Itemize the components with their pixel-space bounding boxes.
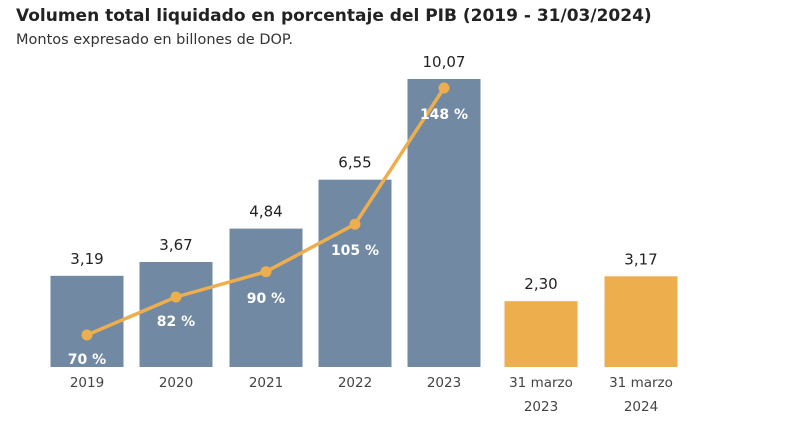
value-label-1: 3,67	[159, 236, 192, 254]
percent-label-3: 105 %	[331, 243, 379, 259]
chart-subtitle: Montos expresado en billones de DOP.	[16, 32, 293, 48]
percent-label-0: 70 %	[68, 352, 106, 368]
percent-point-0	[81, 329, 93, 341]
category-label-4: 2023	[427, 375, 461, 391]
category-label-6-line-1: 2024	[624, 399, 658, 415]
category-label-5-line-1: 2023	[524, 399, 558, 415]
value-label-4: 10,07	[423, 53, 466, 71]
category-label-3: 2022	[338, 375, 372, 391]
category-label-5-line-0: 31 marzo	[509, 375, 573, 391]
chart-title: Volumen total liquidado en porcentaje de…	[16, 6, 652, 26]
category-label-0: 2019	[70, 375, 104, 391]
category-label-1: 2020	[159, 375, 193, 391]
percent-label-1: 82 %	[157, 314, 195, 330]
value-label-5: 2,30	[524, 275, 557, 293]
value-label-2: 4,84	[249, 203, 282, 221]
value-label-0: 3,19	[70, 250, 103, 268]
bar-0	[50, 275, 124, 367]
bar-5	[504, 301, 578, 367]
bar-3	[318, 179, 392, 367]
percent-label-2: 90 %	[247, 291, 285, 307]
value-label-3: 6,55	[338, 154, 371, 172]
bar-6	[604, 276, 678, 367]
percent-point-4	[438, 82, 450, 94]
category-label-2: 2021	[249, 375, 283, 391]
percent-point-3	[349, 218, 361, 230]
value-label-6: 3,17	[624, 250, 657, 268]
bar-1	[139, 262, 213, 367]
percent-label-4: 148 %	[420, 107, 468, 123]
category-label-6-line-0: 31 marzo	[609, 375, 673, 391]
percent-point-1	[170, 291, 182, 303]
bar-2	[229, 228, 303, 367]
percent-point-2	[260, 266, 272, 278]
